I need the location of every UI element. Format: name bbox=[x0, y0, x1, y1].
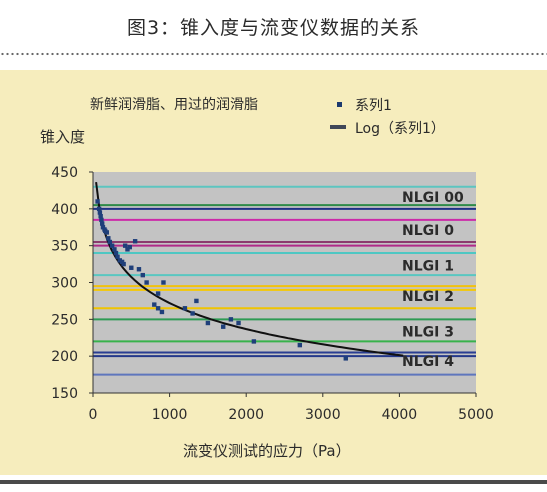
y-tick-label: 150 bbox=[51, 386, 78, 402]
data-point bbox=[112, 247, 117, 252]
data-point bbox=[144, 280, 149, 285]
data-point bbox=[97, 210, 103, 215]
data-point bbox=[159, 309, 165, 315]
data-point bbox=[343, 356, 348, 361]
data-point bbox=[95, 199, 100, 204]
legend-label-series1: 系列1 bbox=[355, 98, 392, 114]
x-tick-label: 5000 bbox=[458, 407, 494, 423]
x-tick-label: 4000 bbox=[382, 407, 418, 423]
data-point bbox=[121, 261, 126, 267]
data-point bbox=[152, 302, 157, 307]
y-tick-label: 300 bbox=[51, 276, 78, 292]
log-trend-line bbox=[95, 181, 404, 357]
nlgi-band-label: NLGI 0 bbox=[402, 223, 454, 239]
data-point bbox=[122, 243, 128, 248]
data-point bbox=[136, 267, 142, 272]
data-point bbox=[132, 239, 138, 244]
data-point bbox=[228, 317, 234, 322]
data-point bbox=[251, 339, 257, 344]
data-point bbox=[194, 298, 199, 304]
x-axis-title: 流变仪测试的应力（Pa） bbox=[183, 442, 351, 460]
data-point bbox=[221, 324, 226, 329]
y-tick-label: 400 bbox=[51, 202, 78, 218]
data-point bbox=[99, 221, 105, 226]
data-point bbox=[99, 217, 104, 223]
data-point bbox=[119, 259, 125, 265]
data-point bbox=[113, 250, 119, 256]
y-tick-label: 250 bbox=[51, 312, 78, 328]
x-tick-label: 0 bbox=[89, 407, 98, 423]
y-tick-label: 200 bbox=[51, 349, 78, 365]
data-point bbox=[109, 243, 115, 248]
legend-marker-series1 bbox=[337, 102, 342, 107]
legend-label-log: Log（系列1） bbox=[355, 121, 445, 137]
nlgi-band-label: NLGI 2 bbox=[402, 289, 454, 305]
data-point bbox=[161, 280, 166, 285]
data-point bbox=[125, 247, 130, 252]
y-tick-label: 350 bbox=[51, 239, 78, 255]
x-tick-label: 2000 bbox=[228, 407, 264, 423]
x-tick-label: 3000 bbox=[305, 407, 341, 423]
dotted-divider bbox=[0, 52, 547, 56]
data-point bbox=[104, 230, 109, 235]
x-tick-label: 1000 bbox=[152, 407, 188, 423]
bottom-rule bbox=[0, 480, 547, 484]
data-point bbox=[127, 244, 132, 250]
data-point bbox=[190, 311, 195, 316]
data-point bbox=[236, 320, 241, 326]
figure-title: 图3：锥入度与流变仪数据的关系 bbox=[126, 16, 421, 39]
y-tick-label: 450 bbox=[51, 165, 78, 181]
data-point bbox=[297, 342, 303, 348]
data-point bbox=[155, 306, 161, 311]
data-point bbox=[129, 265, 134, 270]
data-point bbox=[117, 258, 123, 263]
data-point bbox=[98, 214, 103, 219]
nlgi-band-label: NLGI 3 bbox=[402, 325, 454, 341]
data-point bbox=[100, 225, 106, 230]
data-point bbox=[155, 291, 161, 296]
data-point bbox=[107, 239, 113, 245]
data-point bbox=[205, 320, 211, 326]
legend: 系列1 Log（系列1） bbox=[330, 98, 445, 137]
data-point bbox=[96, 206, 102, 212]
data-point bbox=[182, 306, 188, 311]
nlgi-band-label: NLGI 00 bbox=[402, 190, 464, 206]
data-point bbox=[140, 272, 145, 278]
nlgi-band-label: NLGI 1 bbox=[402, 258, 454, 274]
nlgi-band-label: NLGI 4 bbox=[402, 354, 454, 370]
chart-subtitle: 新鲜润滑脂、用过的润滑脂 bbox=[90, 96, 258, 113]
data-point bbox=[106, 236, 111, 241]
y-axis-title: 锥入度 bbox=[40, 128, 85, 146]
data-point bbox=[115, 254, 120, 259]
